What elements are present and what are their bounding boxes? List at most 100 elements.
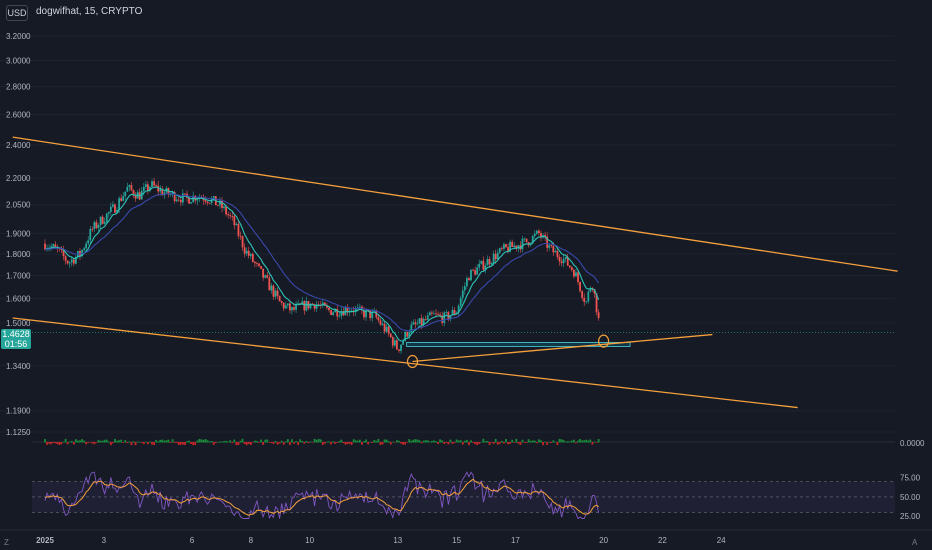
histogram-bar <box>159 439 162 443</box>
histogram-bar <box>303 442 306 444</box>
candle-body <box>445 312 448 313</box>
price-tick-label: 1.9000 <box>6 229 31 238</box>
corner-label-right[interactable]: A <box>912 538 918 547</box>
histogram-bar <box>169 442 172 443</box>
candle-body <box>439 314 442 316</box>
histogram-bar <box>97 439 100 443</box>
histogram-bar <box>379 442 382 445</box>
histogram-bar <box>214 442 217 444</box>
candle-body <box>535 230 538 234</box>
candle-body <box>449 315 452 320</box>
histogram-bar <box>406 442 409 443</box>
histogram-bar <box>433 440 435 443</box>
currency-button[interactable]: USD <box>6 5 28 21</box>
histogram-bar <box>233 439 236 443</box>
candle-body <box>566 257 569 266</box>
histogram-bar <box>167 439 170 443</box>
candle-body <box>480 260 483 264</box>
histogram-bar <box>503 442 505 444</box>
histogram-bar <box>352 439 355 443</box>
histogram-bar <box>52 442 55 444</box>
candle-body <box>581 291 584 298</box>
histogram-bar <box>334 442 337 444</box>
candle-body <box>126 186 129 192</box>
histogram-bar <box>72 442 75 445</box>
histogram-bar <box>122 442 125 443</box>
histogram-bar <box>192 442 195 446</box>
candle-body <box>264 275 267 278</box>
candle-body <box>507 247 509 252</box>
histogram-bar <box>249 442 252 445</box>
candle-body <box>109 206 112 212</box>
candle-body <box>334 309 337 313</box>
rsi-tick-label: 75.00 <box>900 474 921 483</box>
candle-body <box>216 205 219 206</box>
candle-body <box>161 189 164 196</box>
histogram-bar <box>186 441 188 443</box>
histogram-bar <box>492 442 495 444</box>
histogram-bar <box>480 441 483 443</box>
time-tick-label: 24 <box>717 536 726 545</box>
histogram-bar <box>251 442 254 443</box>
candle-body <box>441 315 444 323</box>
candle-body <box>175 199 178 202</box>
candle-body <box>286 303 289 306</box>
histogram-bar <box>270 442 273 444</box>
histogram-bar <box>286 439 289 443</box>
candle-body <box>500 248 503 249</box>
histogram-bar <box>313 438 316 443</box>
candle-body <box>593 289 596 294</box>
candle-body <box>505 244 507 248</box>
histogram-bar <box>498 442 501 444</box>
histogram-bar <box>408 439 411 443</box>
candle-body <box>585 301 588 303</box>
histogram-bar <box>398 440 400 443</box>
candle-body <box>81 250 83 256</box>
candle-body <box>472 269 474 271</box>
histogram-bar <box>328 441 330 443</box>
histogram-bar <box>184 442 186 446</box>
histogram-bar <box>445 442 448 443</box>
candle-body <box>89 228 92 241</box>
candle-body <box>431 312 433 314</box>
histogram-bar <box>519 442 522 445</box>
candle-body <box>258 263 260 267</box>
histogram-bar <box>428 441 431 443</box>
candle-body <box>424 318 427 320</box>
histogram-bar <box>426 440 429 443</box>
candle-body <box>118 198 120 210</box>
candle-body <box>134 195 137 199</box>
candle-body <box>128 185 131 187</box>
candle-body <box>369 310 372 319</box>
histogram-bar <box>476 442 479 446</box>
low-marker <box>597 334 610 348</box>
candle-body <box>190 202 193 204</box>
histogram-bar <box>412 439 415 443</box>
candle-body <box>159 189 162 192</box>
histogram-bar <box>272 442 275 444</box>
histogram-bar <box>356 440 359 443</box>
candle-body <box>404 332 407 341</box>
candle-body <box>546 236 549 248</box>
histogram-bar <box>431 440 433 443</box>
histogram-bar <box>371 442 374 444</box>
candle-body <box>247 250 250 256</box>
candle-body <box>83 248 86 251</box>
histogram-pane: 0.0000 <box>32 438 925 448</box>
histogram-bar <box>385 439 388 443</box>
candle-body <box>336 309 339 317</box>
candle-body <box>278 295 281 302</box>
candle-body <box>451 309 454 316</box>
candle-body <box>433 313 435 315</box>
histogram-bar <box>414 439 417 443</box>
corner-label-left[interactable]: Z <box>4 538 9 547</box>
candle-body <box>577 272 579 282</box>
histogram-bar <box>387 440 390 443</box>
time-tick-label: 8 <box>249 536 254 545</box>
candle-body <box>402 340 404 345</box>
histogram-bar <box>566 441 569 443</box>
histogram-bar <box>212 442 215 445</box>
histogram-bar <box>482 438 485 443</box>
candle-body <box>321 302 324 306</box>
